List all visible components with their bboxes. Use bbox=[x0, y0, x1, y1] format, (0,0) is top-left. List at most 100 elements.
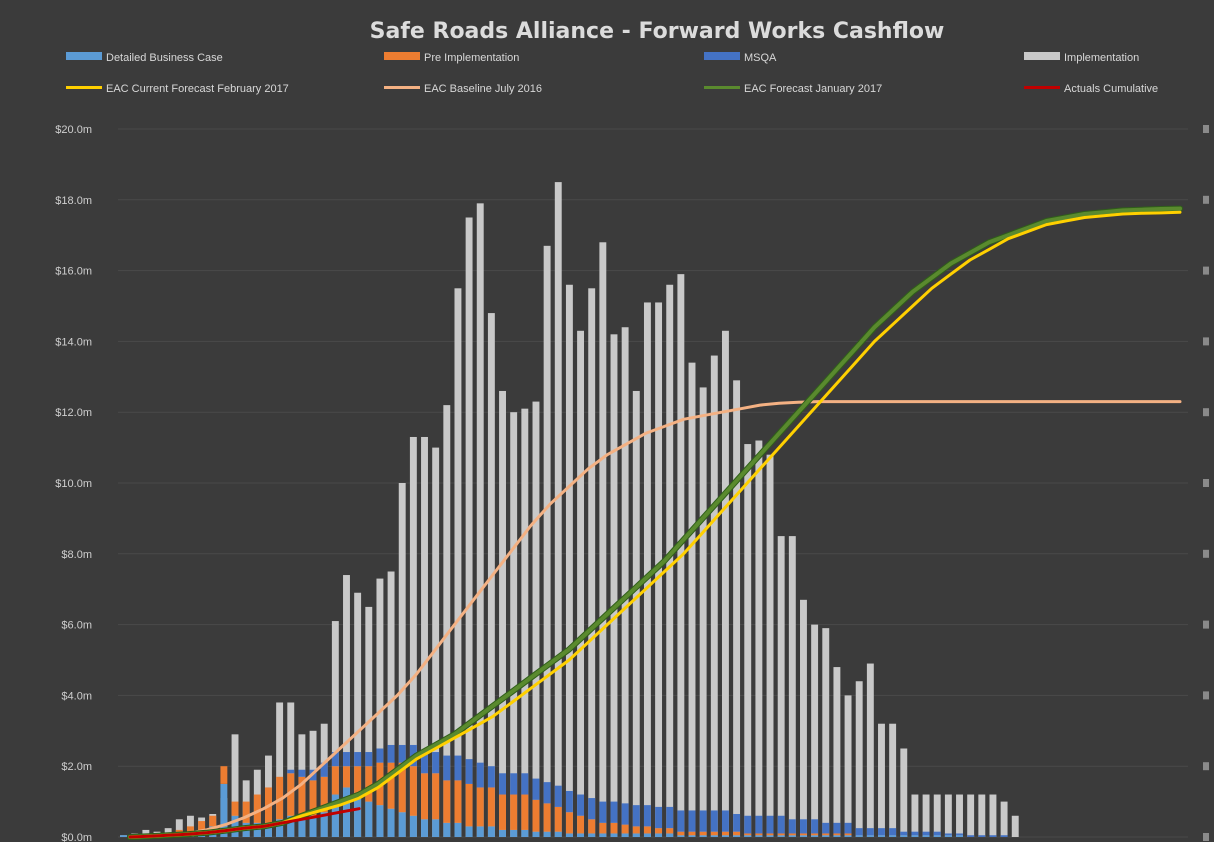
bar-implementation bbox=[889, 723, 897, 837]
bar-pre-implementation bbox=[521, 794, 529, 830]
bar-msqa bbox=[521, 773, 529, 795]
bar-pre-implementation bbox=[822, 833, 830, 836]
y-tick-label: $6.0m bbox=[61, 620, 92, 632]
bar-msqa bbox=[710, 810, 718, 832]
bar-msqa bbox=[432, 752, 440, 774]
bar-msqa bbox=[499, 773, 506, 795]
bar-pre-implementation bbox=[276, 776, 284, 820]
y-axis-ticks: $0.0m $2.0m $4.0m $6.0m $8.0m $10.0m $12.0m $14… bbox=[55, 124, 1209, 842]
bar-pre-implementation bbox=[621, 824, 629, 834]
bar-pre-implementation bbox=[655, 828, 663, 834]
bar-pre-implementation bbox=[354, 766, 362, 795]
bar-msqa bbox=[666, 806, 674, 829]
bar-implementation bbox=[454, 288, 462, 837]
bar-pre-implementation bbox=[465, 783, 473, 827]
bar-detailed-business-case bbox=[532, 831, 540, 837]
bar-implementation bbox=[643, 302, 651, 838]
bar-pre-implementation bbox=[198, 821, 206, 832]
bar-detailed-business-case bbox=[944, 835, 952, 837]
legend-item: Actuals Cumulative bbox=[1024, 83, 1158, 95]
legend-label: Actuals Cumulative bbox=[1064, 83, 1158, 95]
bar-msqa bbox=[343, 752, 350, 767]
bar-pre-implementation bbox=[599, 822, 607, 834]
bar-msqa bbox=[331, 752, 339, 767]
bar-detailed-business-case bbox=[744, 835, 752, 837]
bar-pre-implementation bbox=[443, 780, 451, 823]
bar-implementation bbox=[666, 284, 674, 837]
bar-detailed-business-case bbox=[577, 833, 585, 837]
bar-msqa bbox=[811, 819, 819, 834]
chart-title: Safe Roads Alliance - Forward Works Cash… bbox=[370, 19, 945, 44]
y-tick-right-mark bbox=[1203, 337, 1209, 346]
bar-pre-implementation bbox=[242, 801, 250, 823]
bar-implementation bbox=[878, 723, 885, 837]
bar-implementation bbox=[699, 387, 707, 837]
bar-pre-implementation bbox=[744, 833, 752, 836]
bar-msqa bbox=[766, 815, 774, 834]
bar-pre-implementation bbox=[454, 780, 462, 823]
bar-pre-implementation bbox=[833, 833, 841, 836]
y-tick-right-mark bbox=[1203, 620, 1209, 629]
bar-msqa bbox=[677, 810, 685, 832]
legend-line-swatch bbox=[1024, 86, 1060, 89]
bar-implementation bbox=[387, 571, 395, 837]
legend-item: Detailed Business Case bbox=[66, 52, 223, 64]
bar-msqa bbox=[554, 785, 562, 807]
bar-pre-implementation bbox=[287, 773, 295, 816]
bar-detailed-business-case bbox=[476, 826, 484, 837]
bar-implementation bbox=[565, 284, 573, 837]
bar-msqa bbox=[532, 778, 540, 800]
bar-detailed-business-case bbox=[588, 833, 596, 837]
bar-pre-implementation bbox=[387, 762, 395, 809]
legend-item: EAC Forecast January 2017 bbox=[704, 83, 882, 95]
bar-detailed-business-case bbox=[554, 831, 562, 837]
bar-implementation bbox=[443, 405, 451, 837]
bar-msqa bbox=[1000, 835, 1008, 837]
bar-implementation bbox=[276, 702, 284, 837]
bar-msqa bbox=[688, 810, 696, 832]
bar-implementation bbox=[343, 575, 350, 837]
bar-implementation bbox=[766, 454, 774, 837]
bar-pre-implementation bbox=[777, 833, 785, 836]
bar-msqa bbox=[699, 810, 707, 832]
bar-pre-implementation bbox=[755, 833, 763, 836]
bar-implementation bbox=[1011, 815, 1019, 837]
y-tick-label: $18.0m bbox=[55, 195, 92, 207]
legend-label: Implementation bbox=[1064, 52, 1139, 64]
bar-msqa bbox=[878, 828, 885, 836]
line-eac-current-forecast-feb-2017 bbox=[128, 210, 1182, 839]
bar-msqa bbox=[911, 831, 919, 836]
bar-msqa bbox=[643, 805, 651, 827]
bar-msqa bbox=[866, 828, 874, 836]
bar-detailed-business-case bbox=[855, 835, 863, 837]
legend-line-swatch bbox=[66, 86, 102, 89]
bar-detailed-business-case bbox=[599, 833, 607, 837]
bar-pre-implementation bbox=[677, 831, 685, 836]
bar-pre-implementation bbox=[320, 776, 328, 813]
y-tick-label: $14.0m bbox=[55, 336, 92, 348]
bar-implementation bbox=[510, 412, 518, 837]
bar-detailed-business-case bbox=[632, 833, 640, 837]
y-tick-right-mark bbox=[1203, 833, 1209, 841]
bar-msqa bbox=[443, 755, 451, 781]
bar-detailed-business-case bbox=[710, 835, 718, 837]
bar-pre-implementation bbox=[788, 833, 796, 836]
bar-implementation bbox=[521, 408, 529, 837]
y-tick-label: $0.0m bbox=[61, 832, 92, 842]
legend-item: EAC Current Forecast February 2017 bbox=[66, 83, 289, 95]
legend-label: Pre Implementation bbox=[424, 52, 519, 64]
bar-pre-implementation bbox=[666, 828, 674, 834]
y-tick-right-mark bbox=[1203, 408, 1209, 417]
bar-detailed-business-case bbox=[677, 835, 685, 837]
bar-detailed-business-case bbox=[655, 833, 663, 837]
bar-msqa bbox=[320, 762, 328, 777]
legend-item: MSQA bbox=[704, 52, 777, 64]
line-actuals-cumulative bbox=[128, 807, 361, 839]
bar-implementation bbox=[755, 440, 763, 837]
line-eac-baseline-july-2016 bbox=[128, 400, 1182, 839]
bar-detailed-business-case bbox=[376, 805, 384, 837]
bar-detailed-business-case bbox=[643, 833, 651, 837]
y-tick-label: $4.0m bbox=[61, 690, 92, 702]
bar-msqa bbox=[543, 782, 551, 804]
